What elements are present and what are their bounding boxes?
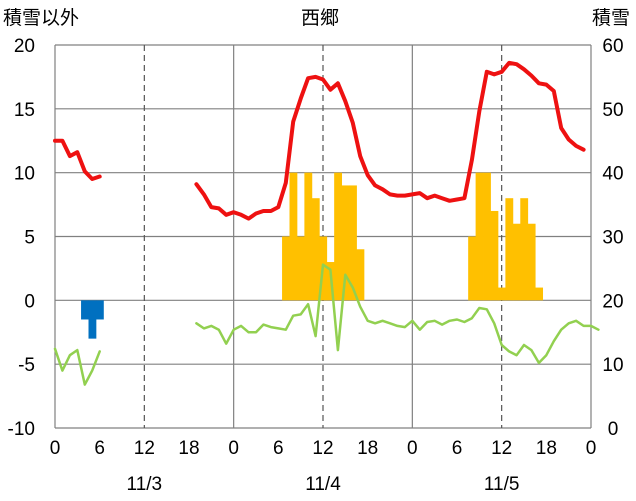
bar [88,300,97,339]
bar [349,185,357,301]
chart-title: 西郷 [301,7,339,29]
x-tick-label: 0 [50,438,61,459]
bar [289,172,298,301]
date-label: 11/4 [305,474,341,495]
series-line [53,138,102,181]
right-tick-label: 30 [602,228,623,249]
bar [520,198,529,301]
x-tick-label: 0 [228,438,239,459]
x-tick-label: 6 [273,438,284,459]
bar [341,185,350,301]
bar [282,236,290,301]
lines [53,60,600,386]
x-tick-label: 0 [586,438,597,459]
bar [483,172,491,301]
x-tick-label: 6 [452,438,463,459]
date-label: 11/3 [127,474,163,495]
right-tick-label: 0 [608,419,619,440]
left-tick-label: 10 [14,164,35,185]
bar [468,236,477,301]
bar [505,198,514,301]
bar [311,198,320,301]
right-tick-label: 60 [602,36,623,57]
left-tick-label: 5 [24,228,35,249]
bar [497,287,506,301]
left-tick-label: 20 [14,36,35,57]
x-tick-label: 18 [178,438,199,459]
left-tick-label: 15 [14,100,35,121]
right-tick-label: 50 [602,100,623,121]
x-tick-label: 18 [536,438,557,459]
left-tick-label: -10 [8,419,35,440]
bar [296,236,305,301]
right-tick-label: 20 [602,291,623,312]
bar [527,223,536,301]
date-label: 11/5 [484,474,520,495]
x-tick-label: 6 [94,438,105,459]
right-axis-label: 積雪 [592,7,630,29]
x-tick-label: 12 [134,438,155,459]
bar [304,172,313,301]
bar [490,210,499,301]
bar [95,300,104,320]
series-line [194,60,586,221]
bar [535,287,544,301]
bar [334,172,343,301]
series-line [195,263,600,365]
bar [512,223,521,301]
bar [81,300,89,320]
right-tick-label: 10 [602,355,623,376]
left-axis-label: 積雪以外 [3,7,79,29]
right-tick-label: 40 [602,164,623,185]
bar [356,249,365,301]
x-tick-label: 0 [407,438,418,459]
left-tick-label: 0 [24,291,35,312]
x-tick-label: 18 [357,438,378,459]
x-tick-label: 12 [312,438,333,459]
bar [475,172,484,301]
x-tick-label: 12 [491,438,512,459]
series-line [53,347,101,386]
left-tick-label: -5 [18,355,35,376]
